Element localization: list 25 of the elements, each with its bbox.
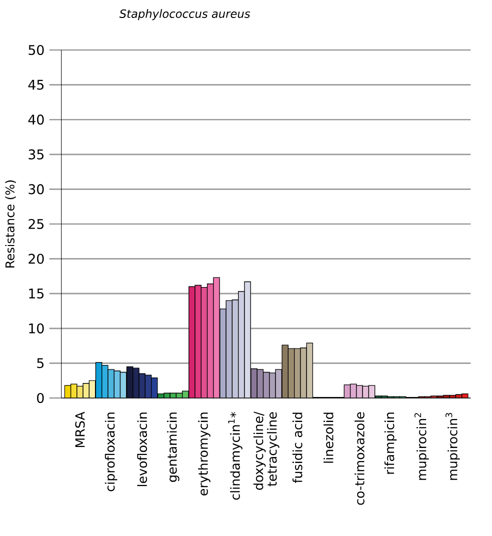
y-tick-label: 5 (37, 358, 44, 368)
x-tick-label: co-trimoxazole (354, 412, 364, 505)
y-tick-label: 40 (28, 114, 44, 125)
y-tick-label: 25 (28, 218, 44, 230)
x-tick-label: fusidic acid (292, 412, 302, 483)
x-tick-label: MRSA (75, 412, 85, 448)
x-tick-label: ciprofloxacin (104, 412, 118, 492)
x-tick-label: clindamycin$^{1}$* (228, 412, 242, 500)
x-tick-label: linezolid (324, 412, 334, 463)
y-tick-label: 20 (28, 254, 44, 264)
y-tick-label: 50 (28, 44, 44, 56)
y-axis-title: Resistance (%) (5, 180, 16, 268)
y-tick-label: 30 (28, 184, 44, 194)
y-tick-label: 45 (28, 80, 44, 90)
y-tick-label: 35 (28, 149, 44, 160)
y-tick-label: 15 (29, 288, 44, 299)
chart-title: Staphylococcus aureus (119, 9, 250, 20)
x-tick-label: gentamicin (167, 412, 180, 482)
x-tick-label: levofloxacin (137, 412, 148, 486)
x-tick-label: mupirocin$^{3}$ (446, 412, 460, 480)
y-tick-label: 10 (29, 323, 44, 334)
y-tick-label: 0 (37, 392, 44, 404)
x-tick-label: rifampicin (384, 412, 397, 474)
x-tick-label: erythromycin (198, 412, 210, 496)
x-tick-label: mupirocin$^{2}$ (414, 413, 429, 480)
